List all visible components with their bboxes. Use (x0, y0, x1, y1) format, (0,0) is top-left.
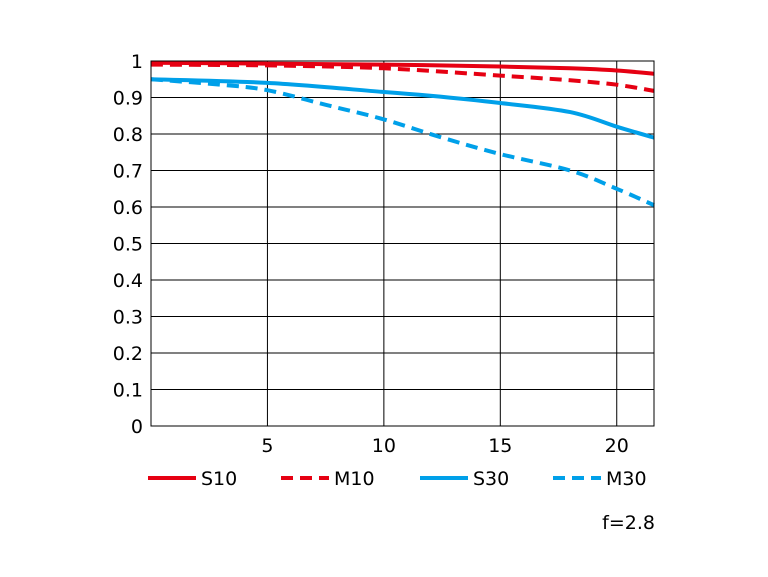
series-line-m30 (150, 77, 655, 208)
y-tick-label: 0.6 (113, 197, 143, 219)
legend-label-m10: M10 (334, 468, 375, 490)
legend-label-s30: S30 (473, 468, 509, 490)
y-tick-label: 0.7 (113, 161, 143, 183)
y-tick-label: 0.1 (113, 380, 143, 402)
legend-label-s10: S10 (201, 468, 237, 490)
x-tick-label: 20 (605, 435, 629, 457)
y-tick-label: 0.2 (113, 343, 143, 365)
y-tick-label: 0.9 (113, 88, 143, 110)
x-tick-labels: 5 10 15 20 (261, 435, 628, 457)
series-lines (150, 60, 655, 208)
legend-label-m30: M30 (606, 468, 647, 490)
y-tick-label: 0.5 (113, 234, 143, 256)
x-tick-label: 5 (261, 435, 273, 457)
series-line-m10 (150, 62, 655, 93)
y-tick-label: 0 (131, 416, 143, 438)
y-tick-label: 0.3 (113, 307, 143, 329)
series-line-s10 (150, 60, 655, 76)
x-tick-label: 15 (488, 435, 512, 457)
y-tick-labels: 0 0.1 0.2 0.3 0.4 0.5 0.6 0.7 0.8 0.9 1 (113, 51, 143, 438)
y-tick-label: 1 (131, 51, 143, 73)
x-tick-label: 10 (372, 435, 396, 457)
y-tick-label: 0.4 (113, 270, 143, 292)
y-tick-label: 0.8 (113, 124, 143, 146)
plot-frame (150, 60, 655, 427)
aperture-annotation: f=2.8 (602, 512, 655, 534)
legend: S10 M10 S30 M30 (148, 468, 647, 490)
series-line-s30 (150, 77, 655, 140)
